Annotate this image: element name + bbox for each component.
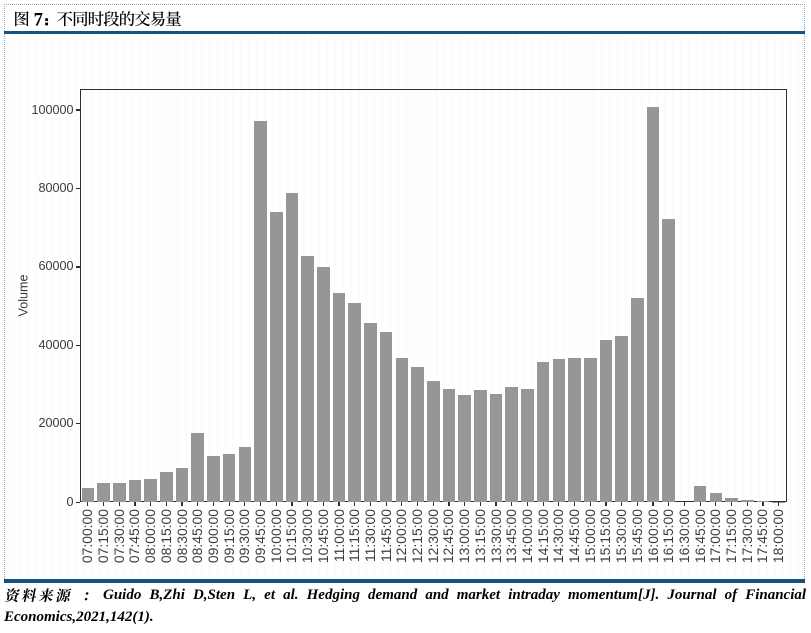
- svg-text:7: 7: [34, 9, 43, 30]
